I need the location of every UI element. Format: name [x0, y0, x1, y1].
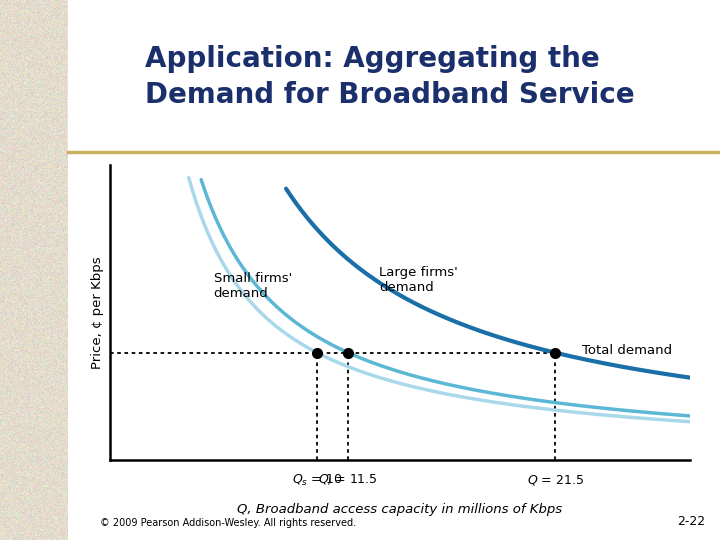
- Text: © 2009 Pearson Addison-Wesley. All rights reserved.: © 2009 Pearson Addison-Wesley. All right…: [100, 518, 356, 528]
- Bar: [68, 0, 720, 150]
- Text: Q, Broadband access capacity in millions of Kbps: Q, Broadband access capacity in millions…: [238, 503, 562, 516]
- Text: Total demand: Total demand: [582, 343, 672, 356]
- Text: Large firms'
demand: Large firms' demand: [379, 266, 458, 294]
- Text: $Q$ = 21.5: $Q$ = 21.5: [527, 473, 584, 487]
- Text: $Q_s$ = 10: $Q_s$ = 10: [292, 472, 342, 488]
- Text: Application: Aggregating the
Demand for Broadband Service: Application: Aggregating the Demand for …: [145, 45, 635, 109]
- Text: 40¢: 40¢: [40, 345, 68, 360]
- Text: $Q_l$ = 11.5: $Q_l$ = 11.5: [318, 472, 378, 488]
- Y-axis label: Price, ¢ per Kbps: Price, ¢ per Kbps: [91, 256, 104, 369]
- Text: 2-22: 2-22: [677, 515, 705, 528]
- Text: Small firms'
demand: Small firms' demand: [214, 272, 292, 300]
